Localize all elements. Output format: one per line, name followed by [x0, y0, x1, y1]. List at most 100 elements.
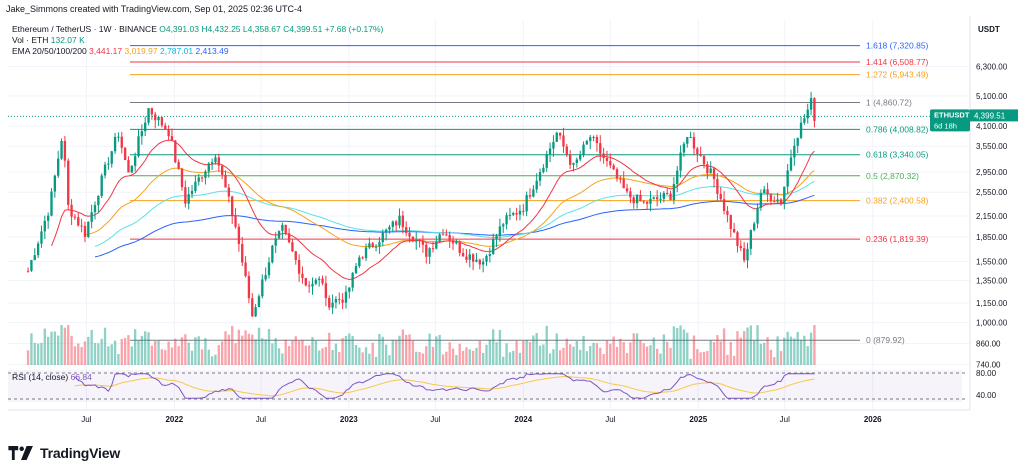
volume-bar	[746, 327, 749, 365]
candle-body	[672, 184, 676, 201]
volume-bar	[234, 343, 237, 365]
volume-bar	[36, 343, 40, 365]
candle-body	[378, 242, 381, 247]
volume-bar	[53, 331, 57, 365]
price-tick-label: 1,000.00	[976, 318, 1008, 327]
volume-bar	[237, 329, 241, 365]
volume-bar	[291, 340, 294, 365]
volume-bar	[354, 344, 358, 365]
candle-body	[706, 164, 709, 174]
volume-bar	[726, 354, 729, 365]
volume-bar	[488, 339, 492, 365]
candle-body	[401, 215, 405, 228]
fib-level-label: 1.272 (5,943.49)	[866, 70, 929, 80]
volume-bar	[619, 338, 622, 365]
volume-bar	[796, 331, 799, 365]
volume-bar	[277, 348, 281, 365]
price-tick-label: 1,550.00	[976, 257, 1008, 266]
candle-body	[428, 248, 431, 257]
candle-body	[394, 221, 398, 226]
candle-body	[783, 186, 786, 204]
volume-bar	[157, 340, 160, 365]
volume-bar	[154, 341, 157, 365]
candle-body	[813, 98, 816, 121]
candle-body	[719, 193, 722, 200]
candle-body	[287, 233, 291, 243]
candle-body	[435, 241, 438, 249]
volume-bar	[374, 356, 378, 365]
candle-body	[589, 137, 592, 141]
candle-body	[120, 136, 123, 148]
candle-body	[682, 143, 686, 153]
candle-body	[729, 214, 732, 230]
volume-bar	[361, 352, 364, 365]
volume-bar	[803, 335, 806, 365]
candle-body	[562, 135, 565, 147]
volume-bar	[57, 335, 60, 365]
price-chart[interactable]: 1.618 (7,320.85) 1.414 (6,508.77) 1.272 (5…	[0, 16, 1024, 436]
candle-body	[100, 175, 103, 196]
volume-bar	[655, 348, 659, 365]
volume-bar	[435, 336, 438, 365]
candle-body	[147, 108, 150, 123]
volume-bar	[471, 350, 475, 365]
volume-bar	[63, 327, 67, 365]
candle-body	[301, 273, 304, 279]
volume-bar	[40, 342, 43, 365]
volume-bar	[749, 325, 753, 365]
volume-bar	[231, 325, 234, 365]
volume-bar	[652, 337, 655, 365]
volume-bar	[83, 341, 87, 365]
volume-bar	[609, 343, 612, 365]
candle-body	[575, 159, 579, 163]
time-tick-label: Jul	[430, 415, 440, 424]
volume-bar	[763, 342, 766, 365]
candle-body	[204, 171, 207, 178]
candle-body	[180, 168, 184, 188]
volume-bar	[518, 352, 522, 365]
candle-body	[137, 136, 140, 157]
candle-body	[555, 132, 558, 142]
candle-body	[478, 259, 481, 265]
candle-body	[532, 189, 535, 197]
candle-body	[592, 136, 595, 138]
ema50-value: 3,019.97	[124, 46, 158, 56]
candle-body	[361, 257, 364, 259]
candle-body	[421, 240, 425, 245]
candle-body	[806, 109, 809, 119]
volume-bar	[809, 332, 813, 365]
candle-body	[150, 108, 154, 115]
candle-body	[615, 169, 619, 179]
volume-bar	[522, 340, 525, 365]
volume-bar	[766, 337, 769, 365]
candle-body	[381, 232, 384, 243]
volume-bar	[639, 340, 642, 365]
candle-body	[297, 259, 301, 274]
volume-bar	[421, 353, 425, 365]
volume-bar	[552, 349, 555, 365]
candle-body	[662, 192, 666, 199]
candle-body	[746, 248, 749, 261]
volume-bar	[465, 347, 468, 365]
volume-bar	[528, 342, 532, 365]
candle-body	[789, 157, 793, 171]
ema-row: EMA 20/50/100/200 3,441.17 3,019.97 2,78…	[12, 46, 383, 57]
volume-bar	[716, 335, 719, 365]
chart-credit: Jake_Simmons created with TradingView.co…	[6, 4, 302, 14]
volume-bar	[739, 337, 742, 365]
ema200-value: 2,413.49	[195, 46, 229, 56]
candle-body	[753, 223, 756, 231]
tradingview-logo-icon	[8, 446, 33, 460]
volume-bar	[415, 351, 418, 365]
candle-body	[123, 147, 127, 161]
candle-body	[277, 230, 281, 239]
candle-body	[518, 210, 522, 215]
fib-level-label: 0.5 (2,870.32)	[866, 171, 919, 181]
candle-body	[244, 262, 247, 277]
volume-bar	[107, 346, 110, 365]
volume-bar	[113, 340, 117, 365]
volume-bar	[80, 347, 83, 365]
volume-bar	[271, 343, 274, 365]
candle-body	[207, 163, 210, 172]
chart-legend: Ethereum / TetherUS · 1W · BINANCE O4,39…	[12, 24, 383, 57]
